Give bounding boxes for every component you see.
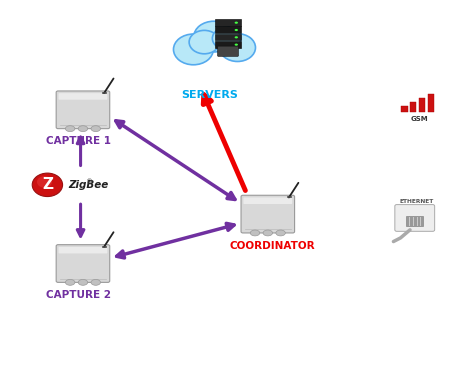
FancyBboxPatch shape: [59, 93, 107, 100]
Text: SERVERS: SERVERS: [182, 90, 238, 100]
FancyBboxPatch shape: [59, 247, 107, 253]
FancyBboxPatch shape: [241, 195, 294, 233]
Ellipse shape: [276, 230, 285, 236]
Bar: [401, 106, 408, 112]
Ellipse shape: [235, 36, 238, 38]
FancyBboxPatch shape: [56, 244, 109, 283]
Text: ®: ®: [86, 179, 93, 185]
Text: COORDINATOR: COORDINATOR: [230, 241, 315, 251]
Text: Z: Z: [42, 178, 54, 192]
FancyBboxPatch shape: [406, 216, 423, 226]
FancyBboxPatch shape: [215, 26, 241, 33]
Circle shape: [32, 173, 63, 197]
Bar: [410, 102, 416, 112]
Bar: [419, 98, 425, 112]
Ellipse shape: [235, 29, 238, 31]
FancyBboxPatch shape: [215, 34, 241, 40]
Bar: [428, 94, 434, 112]
Ellipse shape: [91, 126, 100, 132]
Circle shape: [37, 176, 52, 188]
Text: CAPTURE 2: CAPTURE 2: [46, 290, 111, 300]
FancyBboxPatch shape: [243, 198, 292, 204]
Ellipse shape: [65, 280, 75, 285]
FancyBboxPatch shape: [215, 19, 241, 26]
Ellipse shape: [78, 126, 88, 132]
Ellipse shape: [65, 126, 75, 132]
Ellipse shape: [91, 280, 100, 285]
Ellipse shape: [78, 280, 88, 285]
FancyBboxPatch shape: [395, 205, 435, 231]
Ellipse shape: [235, 44, 238, 46]
FancyBboxPatch shape: [215, 41, 241, 48]
Ellipse shape: [263, 230, 273, 236]
Text: GSM: GSM: [410, 116, 428, 122]
Ellipse shape: [250, 230, 260, 236]
Text: ZigBee: ZigBee: [68, 180, 109, 190]
FancyBboxPatch shape: [218, 46, 238, 56]
FancyBboxPatch shape: [56, 91, 109, 129]
Text: CAPTURE 1: CAPTURE 1: [46, 137, 111, 146]
Ellipse shape: [235, 22, 238, 24]
Text: ETHERNET: ETHERNET: [400, 199, 434, 204]
